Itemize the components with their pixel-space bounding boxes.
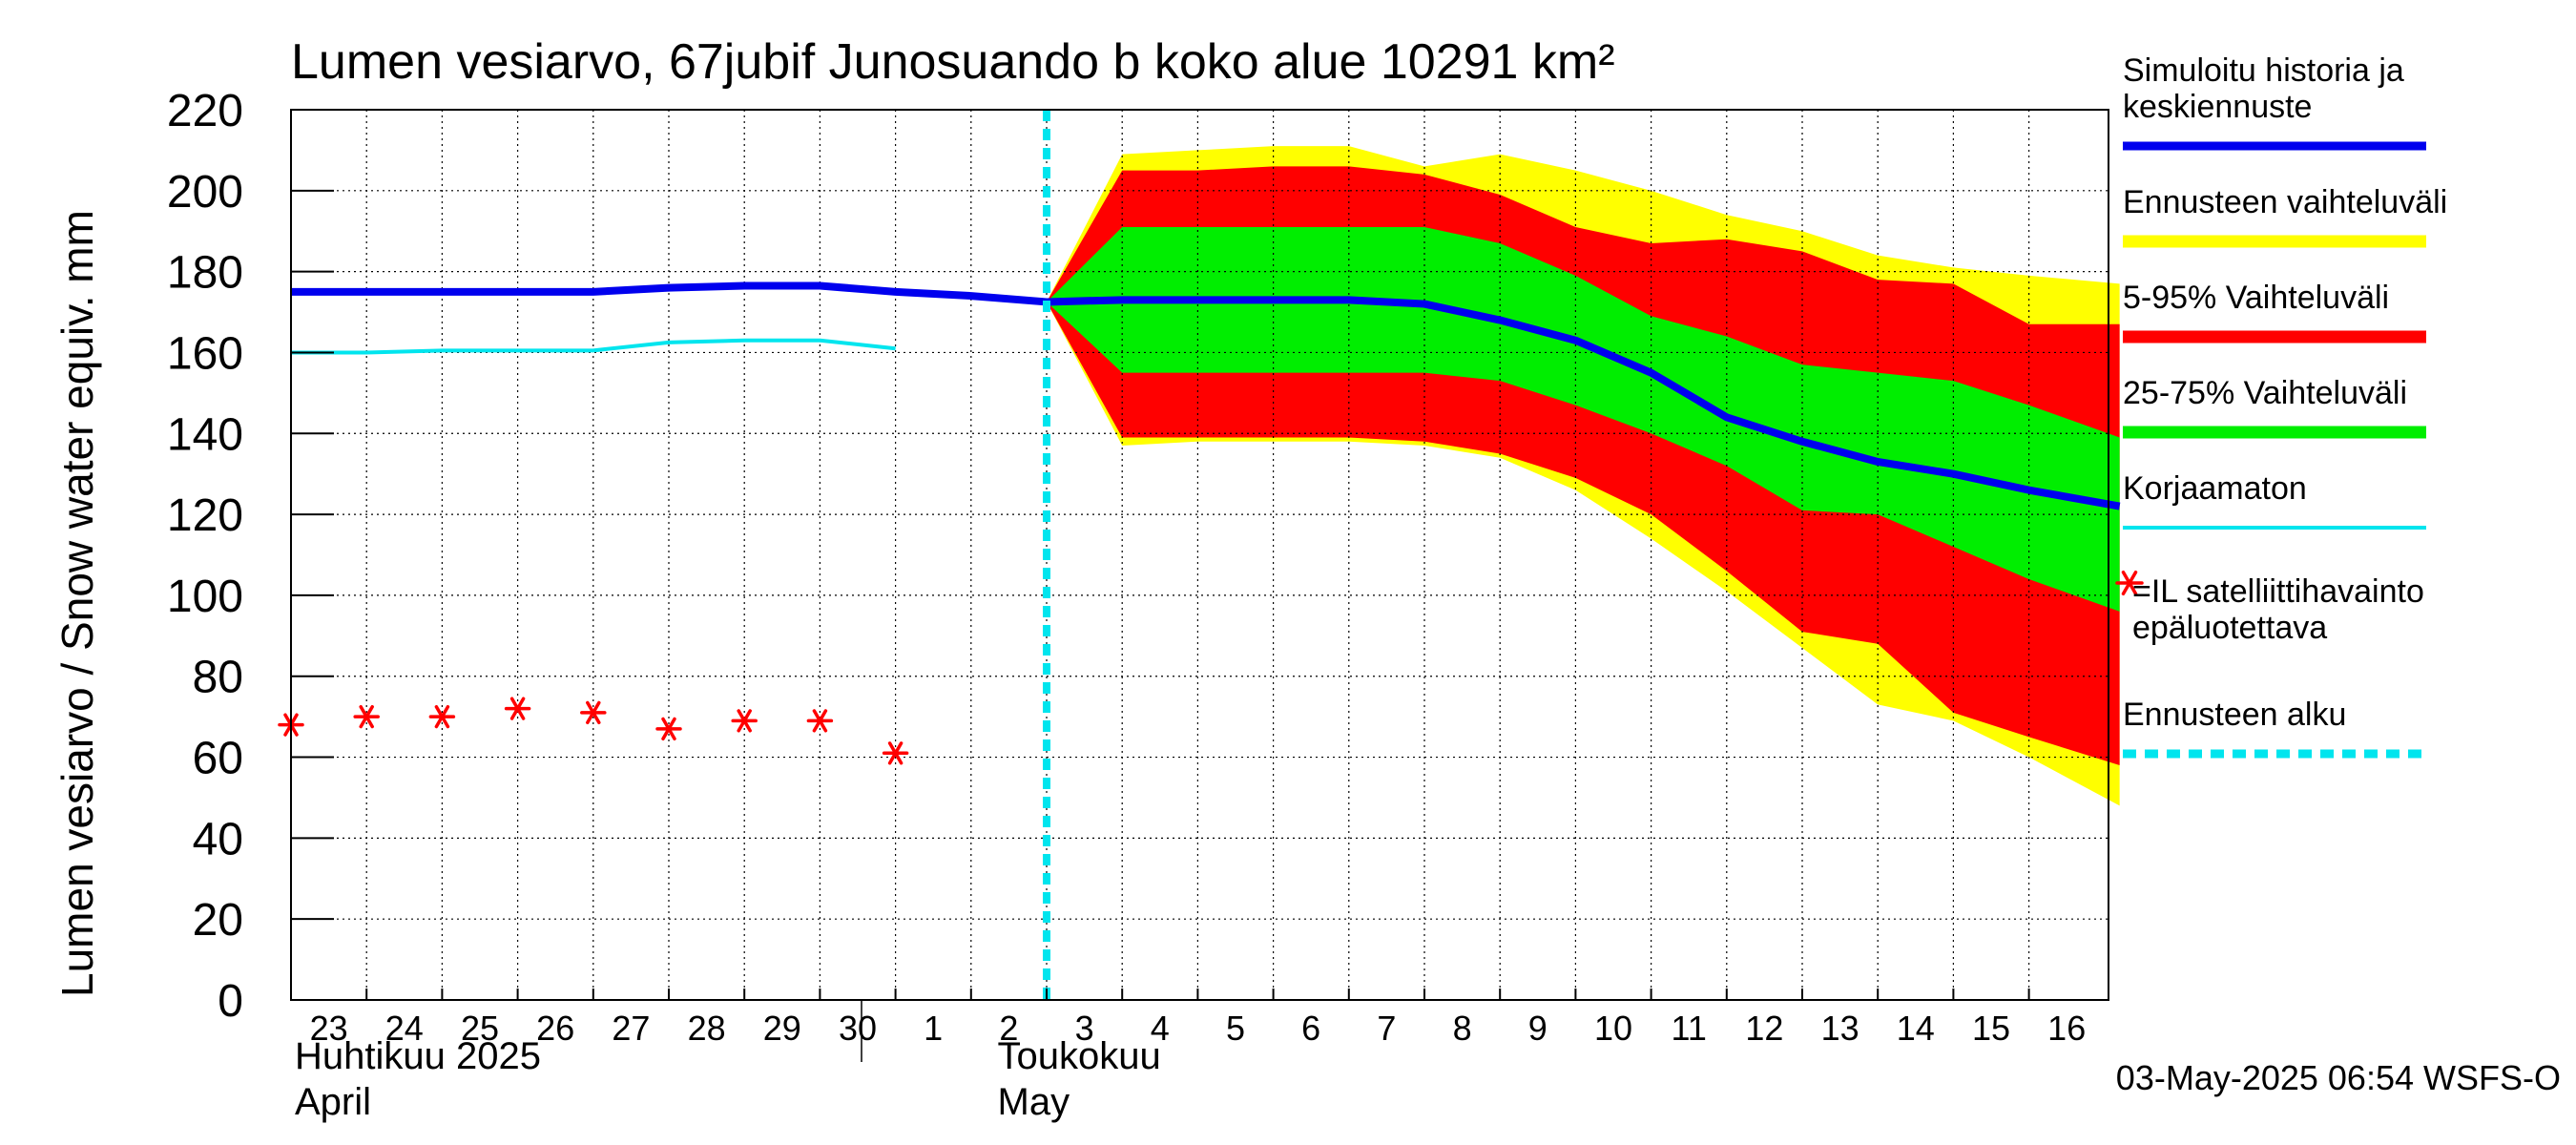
x-tick-label: 4 <box>1151 1009 1170 1048</box>
x-tick-label: 24 <box>385 1009 424 1048</box>
y-tick-label: 100 <box>167 572 243 622</box>
x-tick-label: 7 <box>1377 1009 1396 1048</box>
x-tick-label: 23 <box>310 1009 348 1048</box>
month-label-fi: Toukokuu <box>998 1035 1161 1077</box>
legend-label: epäluotettava <box>2132 610 2327 646</box>
legend-item-raw: Korjaamaton <box>2123 470 2426 530</box>
line-uncorrected <box>291 338 896 355</box>
x-tick-label: 6 <box>1301 1009 1320 1048</box>
x-tick-label: 25 <box>461 1009 499 1048</box>
satellite-point <box>353 704 380 729</box>
y-tick-label: 160 <box>167 328 243 379</box>
legend-item-p2575: 25-75% Vaihteluväli <box>2123 375 2426 439</box>
legend-label: Korjaamaton <box>2123 470 2307 507</box>
y-tick-label: 80 <box>193 653 243 703</box>
y-tick-label: 120 <box>167 490 243 541</box>
plot-area <box>278 109 2121 1000</box>
satellite-point <box>580 700 607 725</box>
x-tick-label: 26 <box>536 1009 574 1048</box>
legend-item-start: Ennusteen alku <box>2123 697 2426 759</box>
x-tick-label: 28 <box>688 1009 726 1048</box>
legend-label: Simuloitu historia ja <box>2123 52 2404 89</box>
chart-title: Lumen vesiarvo, 67jubif Junosuando b kok… <box>291 34 1615 90</box>
legend-label: 5-95% Vaihteluväli <box>2123 280 2389 316</box>
legend-label: Ennusteen alku <box>2123 697 2346 733</box>
x-tick-label: 30 <box>839 1009 877 1048</box>
y-tick-label: 220 <box>167 86 243 136</box>
line-simulated-mean <box>291 281 2121 510</box>
satellite-point <box>428 704 456 729</box>
month-label-en: April <box>295 1081 371 1123</box>
y-tick-label: 0 <box>218 976 243 1027</box>
x-tick-label: 16 <box>2047 1009 2086 1048</box>
x-tick-label: 8 <box>1453 1009 1472 1048</box>
legend-item-p595: 5-95% Vaihteluväli <box>2123 280 2426 344</box>
month-label-en: May <box>998 1081 1070 1123</box>
x-tick-label: 14 <box>1897 1009 1935 1048</box>
x-tick-label: 12 <box>1745 1009 1783 1048</box>
x-tick-label: 29 <box>763 1009 801 1048</box>
y-tick-label: 140 <box>167 409 243 460</box>
y-tick-label: 40 <box>193 814 243 864</box>
legend-label: keskiennuste <box>2123 89 2312 125</box>
footer-timestamp: 03-May-2025 06:54 WSFS-O <box>2116 1058 2561 1097</box>
y-axis-label: Lumen vesiarvo / Snow water equiv. mm <box>52 210 102 997</box>
legend-label: 25-75% Vaihteluväli <box>2123 375 2407 411</box>
x-tick-label: 15 <box>1972 1009 2010 1048</box>
y-tick-label: 200 <box>167 167 243 218</box>
legend-label: Ennusteen vaihteluväli <box>2123 184 2447 220</box>
y-tick-label: 180 <box>167 248 243 299</box>
x-tick-label: 5 <box>1226 1009 1245 1048</box>
x-tick-label: 3 <box>1075 1009 1094 1048</box>
legend-label: =IL satelliittihavainto <box>2132 573 2424 610</box>
y-tick-label: 60 <box>193 734 243 784</box>
x-tick-label: 9 <box>1528 1009 1548 1048</box>
x-tick-label: 10 <box>1594 1009 1632 1048</box>
legend-item-range: Ennusteen vaihteluväli <box>2123 184 2447 248</box>
x-tick-label: 11 <box>1672 1009 1707 1048</box>
x-tick-label: 27 <box>612 1009 650 1048</box>
y-tick-label: 20 <box>193 895 243 946</box>
satellite-point <box>504 697 531 720</box>
satellite-point <box>882 741 909 765</box>
x-tick-label: 1 <box>924 1009 943 1048</box>
x-tick-label: 13 <box>1821 1009 1859 1048</box>
satellite-point <box>655 717 682 741</box>
x-tick-label: 2 <box>999 1009 1018 1048</box>
month-label-fi: Huhtikuu 2025 <box>295 1035 541 1077</box>
plot-frame <box>290 109 2109 1001</box>
legend-star-icon <box>2115 570 2144 596</box>
band-3 <box>1047 226 2120 612</box>
satellite-point <box>806 709 834 733</box>
satellite-point <box>731 709 758 733</box>
